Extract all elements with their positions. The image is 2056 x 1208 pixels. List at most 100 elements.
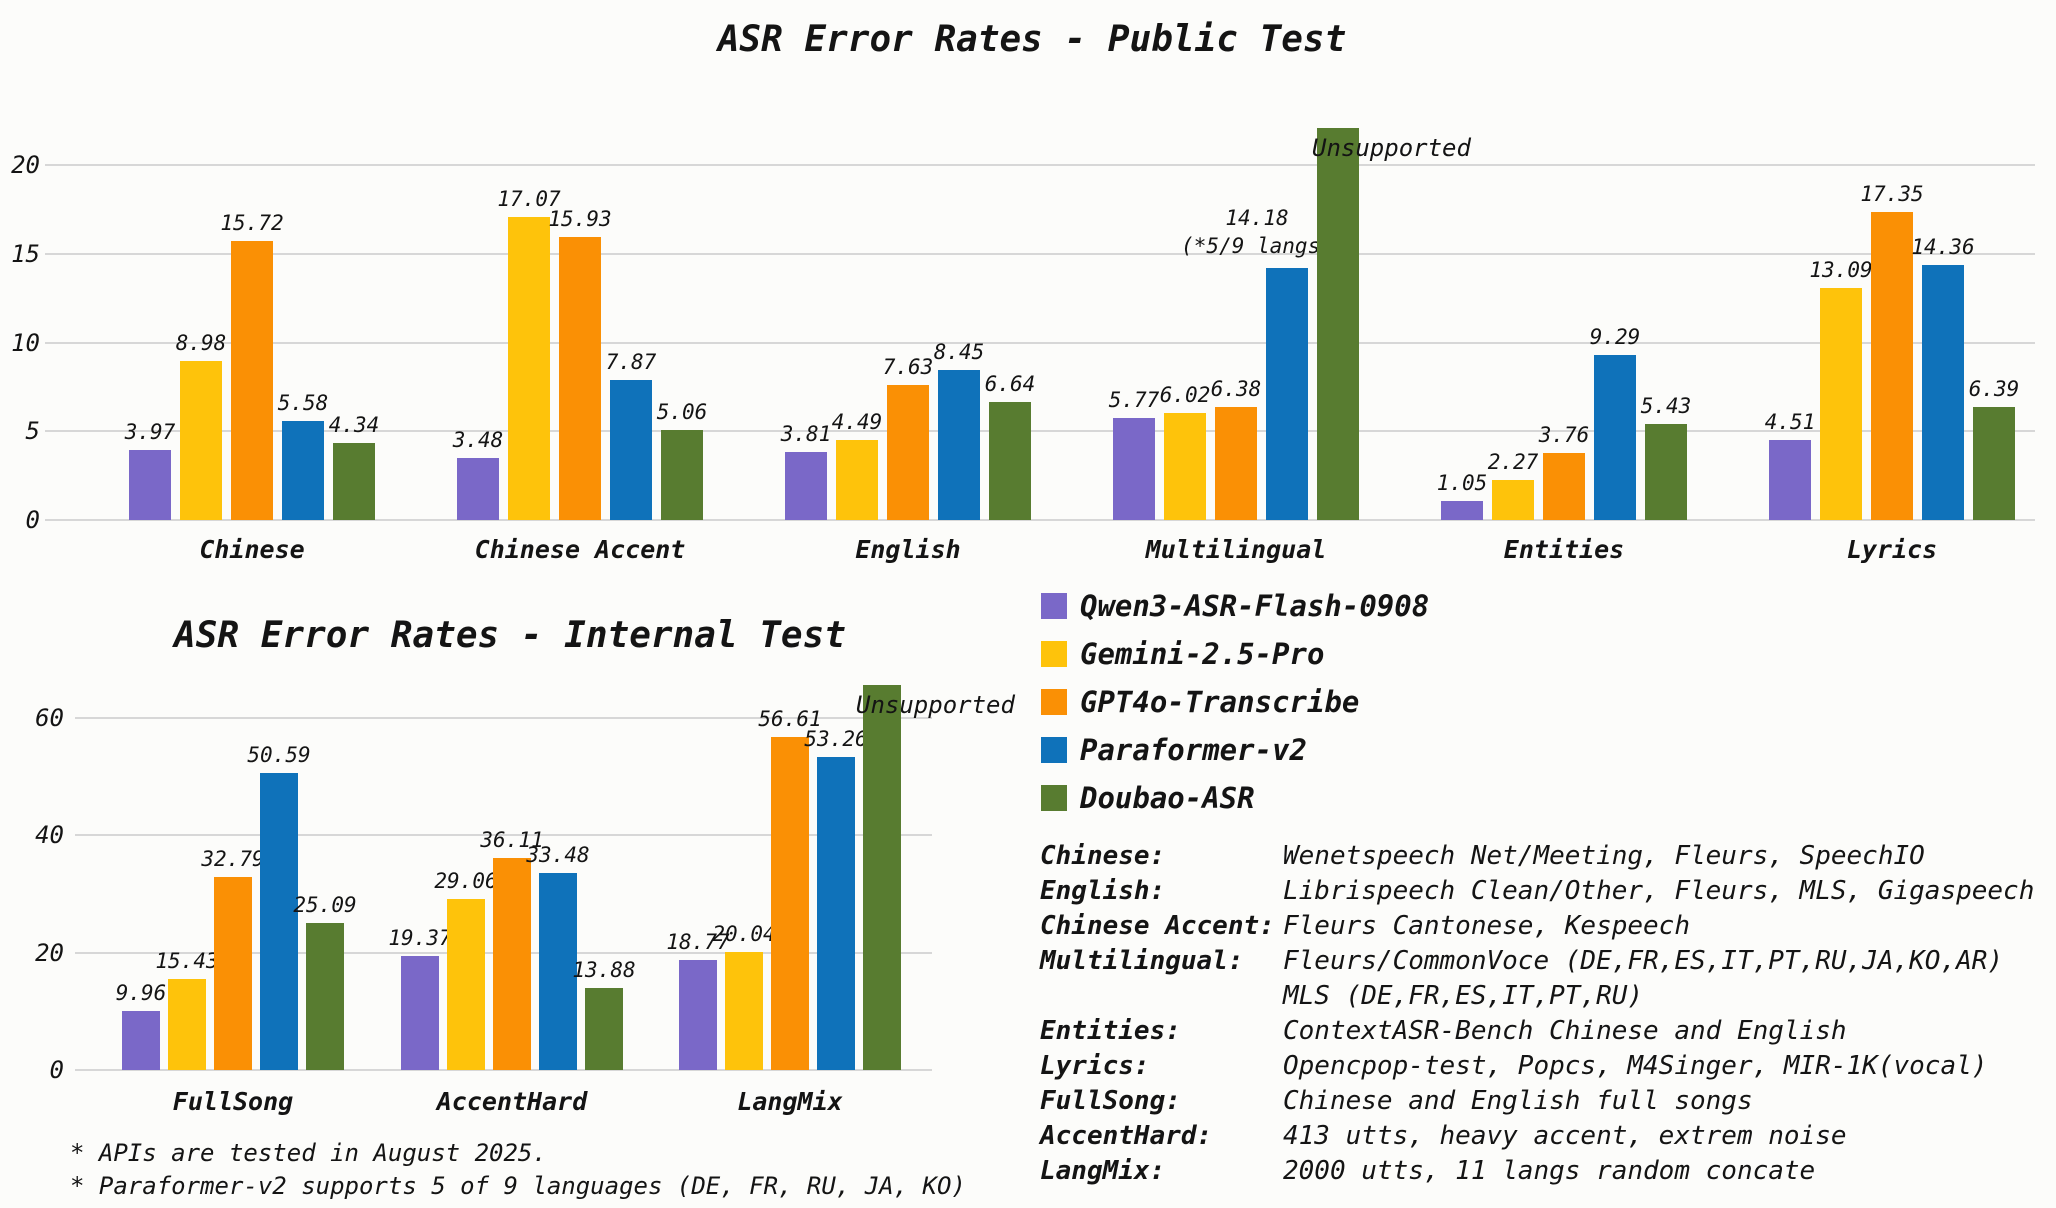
desc-term-lyrics: Lyrics: (1040, 1051, 1150, 1081)
category-label-chinese-accent: Chinese Accent (474, 535, 686, 564)
bar-gpt4o-transcribe-chinese (231, 240, 273, 520)
category-label-lyrics: Lyrics (1846, 535, 1938, 564)
value-label: 13.88 (572, 958, 636, 983)
legend-label: GPT4o-Transcribe (1080, 685, 1360, 719)
desc-term-entities: Entities: (1040, 1016, 1181, 1046)
legend-color-swatch (1041, 737, 1067, 763)
bar-doubao-asr-langmix (863, 685, 901, 1070)
value-label: 7.63 (882, 354, 934, 379)
bar-doubao-asr-accenthard (585, 988, 623, 1070)
desc-definition: Chinese and English full songs (1283, 1086, 1753, 1116)
value-label: 4.49 (831, 410, 883, 435)
value-label: 2.27 (1487, 449, 1539, 474)
legend-item: Gemini-2.5-Pro (1041, 630, 1429, 678)
bar-paraformer-v2-fullsong (260, 772, 298, 1070)
bar-paraformer-v2-entities (1594, 355, 1636, 520)
bar-qwen3-asr-flash-0908-multilingual (1113, 417, 1155, 520)
value-label: 14.36 (1911, 235, 1975, 260)
gridline (75, 716, 932, 719)
value-label: 1.05 (1436, 471, 1488, 496)
value-label: 56.61 (758, 707, 822, 732)
bar-doubao-asr-lyrics (1973, 406, 2015, 520)
desc-definition: Librispeech Clean/Other, Fleurs, MLS, Gi… (1283, 876, 2035, 906)
bar-gemini-2-5-pro-accenthard (447, 899, 485, 1070)
desc-term-langmix: LangMix: (1040, 1156, 1166, 1186)
value-label: 6.02 (1159, 383, 1211, 408)
bar-gemini-2-5-pro-chinese-accent (508, 217, 550, 520)
legend-item: Qwen3-ASR-Flash-0908 (1041, 582, 1429, 630)
legend-label: Gemini-2.5-Pro (1080, 637, 1325, 671)
bar-paraformer-v2-chinese (282, 420, 324, 520)
bar-gemini-2-5-pro-langmix (725, 952, 763, 1070)
value-label: 15.72 (220, 210, 284, 235)
public-test-chart-title: ASR Error Rates - Public Test (717, 19, 1347, 60)
footnote: * APIs are tested in August 2025. (70, 1139, 547, 1167)
category-label-chinese: Chinese (199, 535, 305, 564)
gridline (45, 341, 2035, 344)
y-axis-tick-label: 60 (35, 703, 64, 732)
value-note: (*5/9 langs) (1181, 234, 1333, 259)
bar-gpt4o-transcribe-multilingual (1215, 406, 1257, 520)
bar-qwen3-asr-flash-0908-fullsong (122, 1011, 160, 1070)
value-label: 3.76 (1538, 423, 1590, 448)
y-axis-tick-label: 10 (11, 328, 40, 357)
unsupported-label: Unsupported (1312, 134, 1471, 162)
bar-qwen3-asr-flash-0908-accenthard (401, 956, 439, 1070)
y-axis-tick-label: 0 (25, 506, 40, 534)
desc-term-accenthard: AccentHard: (1040, 1121, 1213, 1151)
bar-doubao-asr-chinese-accent (661, 430, 703, 520)
bar-gpt4o-transcribe-lyrics (1871, 212, 1913, 520)
category-label-fullsong: FullSong (172, 1087, 294, 1116)
bar-qwen3-asr-flash-0908-chinese (129, 449, 171, 520)
bar-qwen3-asr-flash-0908-lyrics (1769, 439, 1811, 520)
gridline (45, 164, 2035, 166)
bar-gpt4o-transcribe-accenthard (493, 857, 531, 1070)
desc-term-fullsong: FullSong: (1040, 1086, 1181, 1116)
value-label: 15.43 (155, 949, 219, 974)
bar-gemini-2-5-pro-entities (1492, 479, 1534, 520)
bar-gemini-2-5-pro-lyrics (1820, 287, 1862, 520)
value-label: 8.98 (175, 330, 227, 355)
gridline (45, 430, 2035, 433)
y-axis-tick-label: 5 (25, 417, 40, 446)
value-label: 6.39 (1968, 376, 2020, 401)
bar-gemini-2-5-pro-english (836, 440, 878, 520)
y-axis-tick-label: 40 (35, 821, 64, 849)
footnote: * Paraformer-v2 supports 5 of 9 language… (70, 1172, 966, 1200)
desc-term-chinese: Chinese: (1040, 841, 1166, 871)
category-label-entities: Entities (1503, 535, 1625, 564)
value-label: 32.79 (201, 847, 265, 872)
desc-term-english: English: (1040, 876, 1166, 906)
bar-paraformer-v2-multilingual (1266, 268, 1308, 520)
value-label: 17.35 (1860, 182, 1924, 207)
value-label: 3.97 (124, 419, 176, 444)
desc-definition: Opencpop-test, Popcs, M4Singer, MIR-1K(v… (1283, 1051, 1988, 1081)
value-label: 6.38 (1210, 376, 1262, 401)
y-axis-tick-label: 20 (35, 938, 64, 967)
y-axis-tick-label: 0 (49, 1056, 64, 1084)
value-label: 13.09 (1809, 257, 1873, 282)
bar-paraformer-v2-lyrics (1922, 265, 1964, 520)
value-label: 5.77 (1108, 387, 1160, 412)
desc-definition: Fleurs Cantonese, Kespeech (1283, 911, 1690, 941)
value-label: 8.45 (933, 340, 985, 364)
value-label: 14.18 (1225, 206, 1289, 231)
bar-qwen3-asr-flash-0908-langmix (679, 959, 717, 1070)
legend-color-swatch (1041, 641, 1067, 667)
value-label: 18.77 (666, 929, 730, 954)
bar-doubao-asr-multilingual (1317, 128, 1359, 520)
bar-doubao-asr-chinese (333, 442, 375, 520)
value-label: 17.07 (497, 187, 561, 211)
value-label: 5.43 (1640, 393, 1692, 418)
bar-gpt4o-transcribe-english (887, 384, 929, 520)
bar-paraformer-v2-langmix (817, 757, 855, 1070)
bar-gemini-2-5-pro-fullsong (168, 979, 206, 1070)
value-label: 33.48 (526, 843, 590, 868)
bar-paraformer-v2-accenthard (539, 873, 577, 1070)
bar-gpt4o-transcribe-langmix (771, 737, 809, 1070)
category-label-english: English (855, 535, 961, 564)
unsupported-label: Unsupported (856, 691, 1015, 719)
